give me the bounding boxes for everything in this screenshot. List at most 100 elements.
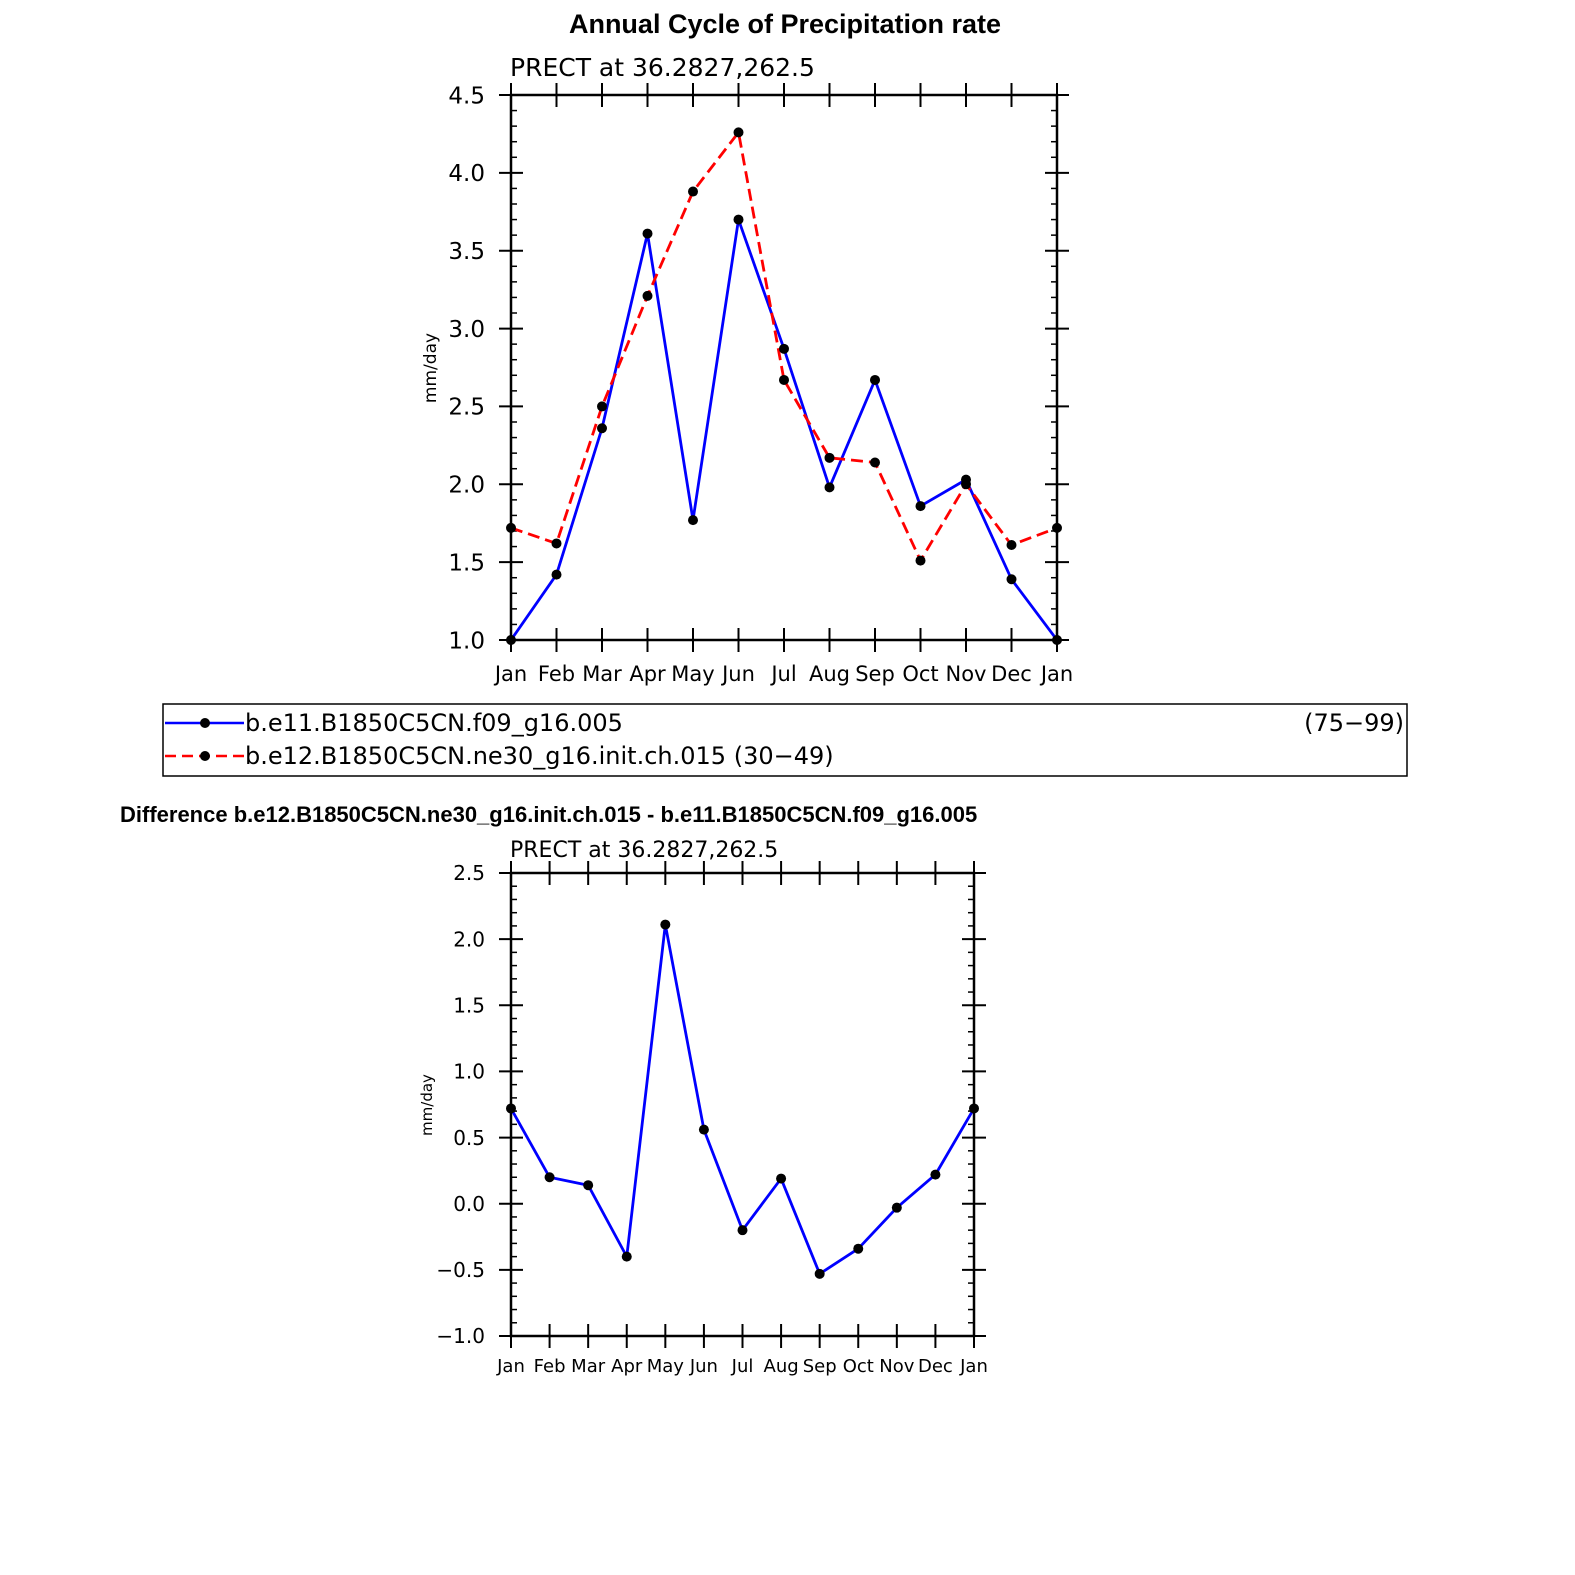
x-tick-label-jan: Jan [959, 1356, 988, 1377]
data-point-1-may [660, 919, 671, 930]
data-point-1-jan [506, 635, 516, 645]
data-point-2-jun [733, 127, 744, 138]
x-tick-label-apr: Apr [611, 1356, 643, 1377]
legend-years-series-2: (30−49) [734, 742, 834, 770]
data-point-1-dec [1006, 574, 1017, 585]
plot-frame [509, 871, 976, 1338]
data-point-1-jan [1052, 635, 1062, 645]
y-tick-label: 1.0 [448, 628, 485, 654]
data-point-1-mar [583, 1180, 594, 1191]
difference-chart-title: Difference b.e12.B1850C5CN.ne30_g16.init… [120, 802, 977, 827]
data-point-1-nov [891, 1202, 902, 1213]
x-tick-label-mar: Mar [571, 1356, 606, 1377]
x-tick-label-jul: Jul [769, 662, 796, 686]
y-tick-label: 2.0 [453, 927, 485, 951]
data-point-1-jan [506, 1103, 516, 1114]
x-tick-label-apr: Apr [629, 662, 666, 686]
difference-y-axis-label: mm/day [418, 1074, 436, 1136]
x-tick-label-jan: Jan [493, 662, 527, 686]
data-point-1-feb [544, 1172, 555, 1183]
x-tick-label-feb: Feb [534, 1356, 566, 1377]
data-point-1-mar [597, 423, 607, 434]
x-tick-label-feb: Feb [538, 662, 575, 686]
y-tick-label: 4.0 [448, 161, 485, 187]
data-point-1-dec [930, 1169, 941, 1180]
data-point-2-dec [1006, 540, 1017, 551]
chart-subtitle: PRECT at 36.2827,262.5 [510, 53, 815, 82]
data-point-1-sep [814, 1268, 825, 1279]
data-point-2-oct [915, 555, 926, 566]
y-tick-label: 0.5 [453, 1126, 485, 1150]
data-point-1-jul [779, 343, 789, 354]
y-tick-label: 3.0 [448, 317, 485, 343]
data-point-2-nov [961, 479, 971, 490]
data-point-1-feb [551, 569, 562, 580]
x-tick-label-nov: Nov [946, 662, 987, 686]
legend-box [162, 703, 1408, 777]
y-tick-label: 3.5 [448, 239, 485, 265]
data-point-2-mar [597, 401, 607, 412]
data-point-2-jan [506, 522, 516, 533]
series-line-1-1 [509, 923, 976, 1276]
y-tick-label: 2.5 [453, 861, 485, 885]
data-point-1-jul [737, 1225, 748, 1236]
legend-label-series-2: b.e12.B1850C5CN.ne30_g16.init.ch.015 [245, 742, 726, 770]
plot-area-difference: −1.0 −0.5 0.0 0.5 1.0 1.5 2.0 2.5 Jan Feb Mar Apr Ma… [436, 861, 988, 1377]
x-tick-label-dec: Dec [991, 662, 1032, 686]
data-point-1-oct [853, 1243, 864, 1254]
data-point-2-apr [642, 290, 653, 301]
data-point-1-apr [642, 228, 653, 239]
data-point-1-aug [776, 1173, 787, 1184]
data-point-1-jan [969, 1103, 979, 1114]
x-tick-label-jul: Jul [731, 1356, 754, 1377]
y-tick-label: −1.0 [436, 1324, 485, 1348]
data-point-1-oct [915, 501, 926, 512]
data-point-2-jul [779, 374, 789, 385]
data-point-1-aug [824, 482, 835, 493]
x-tick-label-oct: Oct [843, 1356, 874, 1377]
data-point-2-aug [824, 452, 835, 463]
legend-text-series-2: b.e12.B1850C5CN.ne30_g16.init.ch.015 (30… [245, 742, 834, 770]
x-tick-label-jun: Jun [720, 662, 755, 686]
legend: b.e11.B1850C5CN.f09_g16.005 (75−99) b.e1… [162, 703, 1408, 777]
data-point-2-jan [1052, 522, 1062, 533]
x-tick-label-jun: Jun [689, 1356, 718, 1377]
x-tick-label-oct: Oct [902, 662, 938, 686]
y-tick-label: 1.5 [448, 550, 485, 576]
x-tick-label-aug: Aug [809, 662, 850, 686]
legend-label-series-1: b.e11.B1850C5CN.f09_g16.005 [245, 709, 623, 737]
data-point-1-sep [870, 374, 880, 385]
data-point-2-may [688, 186, 698, 197]
data-point-1-may [688, 515, 698, 526]
x-tick-label-mar: Mar [582, 662, 622, 686]
data-point-1-jun [698, 1124, 709, 1135]
x-tick-label-jan: Jan [496, 1356, 525, 1377]
legend-years-series-1: (75−99) [1304, 709, 1404, 737]
x-tick-label-may: May [647, 1356, 685, 1377]
x-tick-label-may: May [671, 662, 714, 686]
y-tick-label: 2.0 [448, 473, 485, 499]
y-tick-label: 1.0 [453, 1060, 485, 1084]
x-tick-label-jan: Jan [1039, 662, 1073, 686]
x-tick-label-aug: Aug [764, 1356, 799, 1377]
data-point-2-feb [551, 538, 562, 549]
x-tick-label-sep: Sep [855, 662, 895, 686]
y-tick-label: 0.0 [453, 1192, 485, 1216]
x-tick-label-nov: Nov [879, 1356, 914, 1377]
y-tick-label: 2.5 [448, 395, 485, 421]
y-tick-label: 4.5 [448, 83, 485, 109]
x-tick-label-dec: Dec [918, 1356, 953, 1377]
legend-marker-series-2 [200, 751, 210, 761]
plot-frame [509, 93, 1059, 642]
x-tick-label-sep: Sep [803, 1356, 837, 1377]
y-tick-label: −0.5 [436, 1258, 485, 1282]
chart-title: Annual Cycle of Precipitation rate [569, 9, 1001, 39]
difference-chart-subtitle: PRECT at 36.2827,262.5 [510, 838, 778, 863]
legend-marker-series-1 [200, 718, 210, 728]
y-axis-label: mm/day [421, 333, 441, 403]
data-point-1-apr [621, 1251, 632, 1262]
data-point-1-jun [733, 214, 744, 225]
data-point-2-sep [870, 457, 880, 468]
